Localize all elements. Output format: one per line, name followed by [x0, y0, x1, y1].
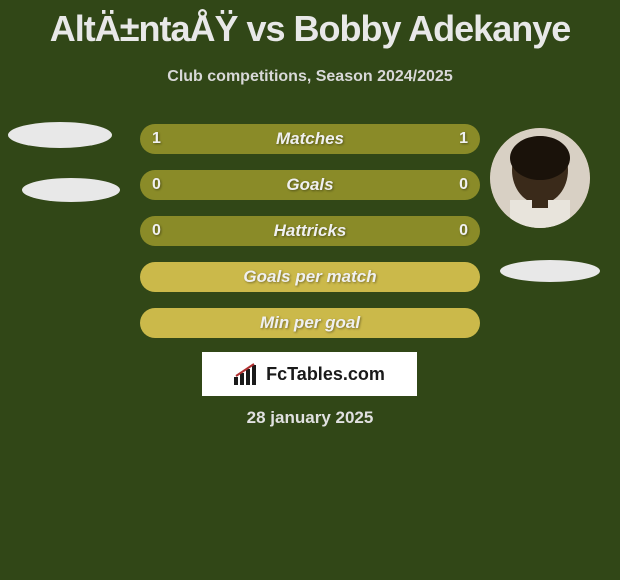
stat-val-right: 1 — [459, 130, 468, 148]
avatar-icon — [490, 128, 590, 228]
left-ellipse-2 — [22, 178, 120, 202]
player-right-avatar — [490, 128, 590, 228]
left-ellipse-1 — [8, 122, 112, 148]
stat-row-min-per-goal: Min per goal — [140, 308, 480, 338]
page-title: AltÄ±ntaÅŸ vs Bobby Adekanye — [0, 0, 620, 50]
stat-label: Hattricks — [274, 221, 347, 241]
stat-row-goals-per-match: Goals per match — [140, 262, 480, 292]
stat-val-left: 1 — [152, 130, 161, 148]
stat-val-right: 0 — [459, 222, 468, 240]
stat-label: Goals per match — [243, 267, 376, 287]
stat-row-matches: 1 Matches 1 — [140, 124, 480, 154]
stat-label: Goals — [286, 175, 333, 195]
stat-row-goals: 0 Goals 0 — [140, 170, 480, 200]
stat-label: Min per goal — [260, 313, 360, 333]
logo-box[interactable]: FcTables.com — [202, 352, 417, 396]
right-ellipse-shadow — [500, 260, 600, 282]
logo-text: FcTables.com — [266, 364, 385, 385]
stat-val-left: 0 — [152, 222, 161, 240]
stat-val-right: 0 — [459, 176, 468, 194]
stat-row-hattricks: 0 Hattricks 0 — [140, 216, 480, 246]
stat-val-left: 0 — [152, 176, 161, 194]
stat-label: Matches — [276, 129, 344, 149]
date: 28 january 2025 — [0, 408, 620, 428]
fctables-logo-icon — [234, 363, 260, 385]
subtitle: Club competitions, Season 2024/2025 — [0, 68, 620, 86]
stats-container: 1 Matches 1 0 Goals 0 0 Hattricks 0 Goal… — [140, 124, 480, 354]
